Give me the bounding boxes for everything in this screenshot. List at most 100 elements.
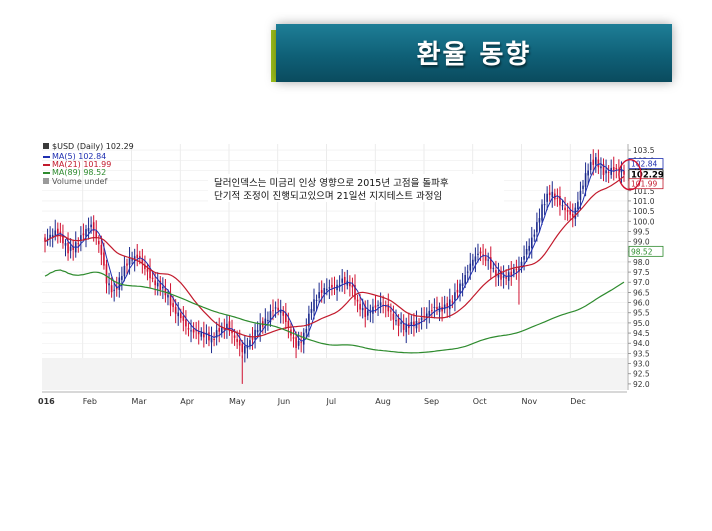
candle-body [113,289,115,291]
x-tick-label: May [229,397,246,406]
candle-body [528,245,531,251]
candle-body [238,340,241,346]
candle-body [379,302,382,306]
candle-body [187,328,190,330]
candle-body [215,330,218,338]
candle-body [179,313,182,319]
candle-body [466,271,469,273]
candle-body [559,196,561,206]
banner-accent-bar [271,30,276,82]
candle-body [308,313,310,327]
candle-body [313,299,315,312]
candle-body [343,276,346,284]
candle-body [115,287,118,290]
candle-body [64,243,67,246]
candle-body [497,272,500,278]
annotation-line-2: 단기적 조정이 진행되고있으며 21일선 지지테스트 과정임 [214,190,442,202]
candle-body [80,235,82,242]
candle-body [589,162,592,171]
candle-body [479,251,482,254]
candle-body [477,253,479,255]
candle-body [515,269,518,271]
candle-body [338,284,341,286]
annotation: 달러인덱스는 미금리 인상 영향으로 2015년 고점을 돌파후 단기적 조정이… [208,174,504,202]
x-tick-label: Jul [326,397,337,406]
candle-body [69,246,72,251]
candle-body [98,240,100,245]
candle-body [520,261,523,268]
candle-body [192,329,195,333]
candle-body [154,280,156,286]
y-tick-label: 95.0 [633,319,650,328]
legend-ma89: MA(89) 98.52 [52,168,106,177]
y-tick-label: 99.5 [633,227,650,236]
candle-body [612,167,615,171]
candle-body [249,340,251,346]
legend-volume: Volume undef [52,177,107,186]
chart-legend: $USD (Daily) 102.29 MA(5) 102.84 MA(21) … [43,142,134,186]
candle-body [623,170,625,175]
candle-body [556,198,559,200]
candle-body [177,312,180,317]
chart-title: $USD (Daily) 102.29 [52,142,134,151]
x-axis: 016 Feb Mar Apr May Jun Jul Aug Sep Oct Nov Dec [38,391,627,406]
y-tick-label: 100.5 [633,207,655,216]
y-tick-label: 101.0 [633,197,655,206]
candle-body [305,328,308,333]
candle-body [44,237,46,242]
candle-body [341,278,343,283]
candle-body [285,313,287,323]
candle-body [123,265,126,277]
candle-body [418,322,420,324]
candle-body [223,328,226,330]
candle-body [251,337,254,340]
candle-body [315,299,318,301]
candle-body [287,320,290,328]
candle-body [267,319,269,321]
candle-body [136,254,139,258]
candle-body [87,228,90,232]
candle-body [561,205,564,207]
candle-body [546,193,548,202]
candle-body [300,341,302,343]
candle-body [126,263,128,266]
candle-body [141,258,144,263]
moving-average-line [44,269,625,354]
legend-volume-icon [43,178,49,184]
candle-body [246,346,249,349]
candle-body [310,309,313,313]
moving-average-lines [44,163,625,354]
candle-body [203,331,205,338]
candle-body [264,318,267,326]
candle-body [384,306,387,308]
candle-body [464,275,466,284]
y-tick-label: 103.5 [633,146,655,155]
x-tick-label: Aug [375,397,391,406]
candle-body [431,310,433,312]
candle-body [410,321,413,326]
candle-body [395,320,397,322]
candle-body [374,305,377,308]
candle-body [551,191,554,197]
candle-body [226,323,228,330]
price-tag-label: 101.99 [631,180,657,189]
candle-body [402,323,405,330]
volume-band [42,358,627,390]
candle-body [46,238,49,240]
candle-body [62,234,64,244]
candle-body [200,331,203,337]
candle-body [90,224,92,228]
candle-body [597,159,600,168]
candle-body [397,318,400,326]
y-tick-label: 92.5 [633,370,650,379]
price-tag-label: 102.84 [631,160,657,169]
y-tick-label: 99.0 [633,238,650,247]
candle-body [487,259,490,261]
candle-body [172,303,174,308]
candle-body [507,272,510,281]
candle-body [77,243,80,245]
candle-body [59,231,62,234]
volume-area [42,358,627,390]
candle-body [220,326,223,333]
moving-average-line [44,175,625,338]
